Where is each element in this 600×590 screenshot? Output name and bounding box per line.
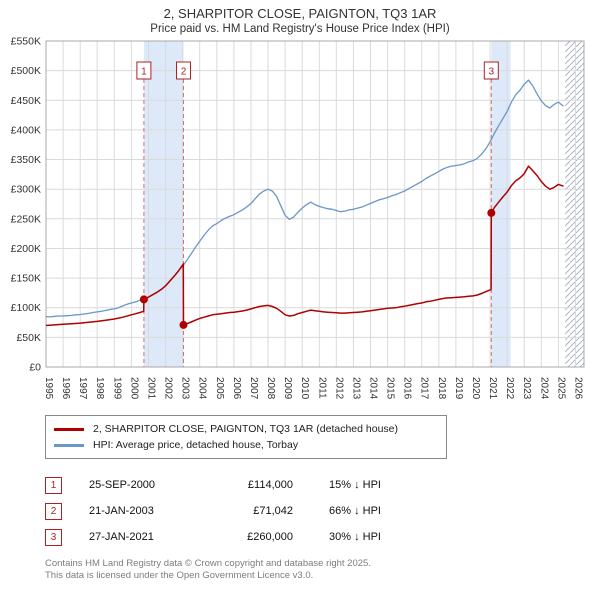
x-axis-label: 1997 (77, 377, 88, 400)
x-axis-label: 2005 (214, 377, 225, 400)
x-axis-label: 2002 (163, 377, 174, 400)
price-history-chart: 1 2 3 £0 £50K £100K £150K £200K £250K £300K £350K £… (11, 36, 585, 400)
transaction-price: £114,000 (247, 479, 293, 491)
y-axis-label: £150K (11, 273, 41, 285)
sale-label-number: 2 (181, 67, 187, 78)
transaction-vs-hpi: 30% ↓ HPI (329, 531, 381, 543)
transaction-vs-hpi: 66% ↓ HPI (329, 505, 381, 517)
x-axis-label: 2025 (555, 377, 566, 400)
transaction-vs-hpi: 15% ↓ HPI (329, 479, 381, 491)
x-axis-label: 2010 (299, 377, 310, 400)
y-axis-label: £500K (11, 65, 41, 77)
footer-line-1: Contains HM Land Registry data © Crown c… (45, 558, 371, 569)
x-axis-label: 1999 (111, 377, 122, 400)
x-axis-label: 2012 (333, 377, 344, 400)
y-axis-label: £250K (11, 213, 41, 225)
x-axis-label: 2019 (453, 377, 464, 400)
x-axis-label: 2004 (197, 377, 208, 400)
x-axis-label: 2015 (385, 377, 396, 400)
transaction-date: 25-SEP-2000 (89, 479, 156, 491)
y-axis-label: £0 (29, 362, 41, 374)
x-axis-label: 2000 (128, 377, 139, 400)
x-axis-label: 1996 (60, 377, 71, 400)
y-axis-label: £300K (11, 184, 41, 196)
x-axis-label: 2009 (282, 377, 293, 400)
x-axis-label: 2017 (419, 377, 430, 400)
y-axis-label: £350K (11, 154, 41, 166)
page-title: 2, SHARPITOR CLOSE, PAIGNTON, TQ3 1AR (163, 6, 437, 21)
x-axis-label: 2024 (538, 377, 549, 400)
x-axis-label: 2026 (573, 377, 584, 400)
transaction-date: 27-JAN-2021 (89, 531, 154, 543)
x-axis-label: 2008 (265, 377, 276, 400)
transaction-price: £260,000 (247, 531, 293, 543)
chart-legend: 2, SHARPITOR CLOSE, PAIGNTON, TQ3 1AR (d… (45, 415, 447, 459)
sale-label-box (176, 61, 191, 80)
table-row: 2 21-JAN-2003 £71,042 66% ↓ HPI (45, 498, 600, 524)
y-axis-label: £400K (11, 124, 41, 136)
transaction-date: 21-JAN-2003 (89, 505, 154, 517)
x-axis-label: 2020 (470, 377, 481, 400)
sale-marker (139, 295, 148, 304)
plot-border (45, 40, 585, 368)
sale-label-number: 1 (141, 67, 147, 78)
transaction-price: £71,042 (253, 505, 293, 517)
sale-label-box (136, 61, 152, 80)
sale-label-number: 3 (489, 67, 495, 78)
transaction-number-badge: 2 (45, 502, 62, 520)
legend-item-property: 2, SHARPITOR CLOSE, PAIGNTON, TQ3 1AR (d… (54, 421, 438, 437)
x-axis-label: 2014 (368, 377, 379, 400)
x-axis-label: 2006 (231, 377, 242, 400)
x-axis-label: 1998 (94, 377, 105, 400)
x-axis-label: 2018 (436, 377, 447, 400)
sale-marker (487, 208, 496, 217)
table-row: 1 25-SEP-2000 £114,000 15% ↓ HPI (45, 472, 600, 498)
footer-line-2: This data is licensed under the Open Gov… (45, 570, 314, 582)
hpi-line-swatch (54, 443, 84, 447)
y-axis-label: £200K (11, 243, 41, 255)
legend-label-property: 2, SHARPITOR CLOSE, PAIGNTON, TQ3 1AR (d… (93, 423, 399, 435)
transaction-number-badge: 1 (45, 476, 62, 494)
x-axis-label: 2011 (316, 377, 327, 399)
x-axis-label: 2007 (248, 377, 259, 400)
table-row: 3 27-JAN-2021 £260,000 30% ↓ HPI (45, 524, 600, 550)
shaded-band (491, 41, 511, 367)
hpi-series-line (45, 79, 564, 318)
x-axis-label: 2023 (521, 377, 532, 400)
page-subtitle: Price paid vs. HM Land Registry's House … (150, 23, 450, 35)
x-axis-label: 2022 (504, 377, 515, 400)
license-footer: Contains HM Land Registry data © Crown c… (45, 558, 600, 583)
x-axis-label: 2001 (146, 377, 157, 400)
property-series-line (45, 165, 564, 327)
y-axis-label: £450K (11, 95, 41, 107)
transaction-table: 1 25-SEP-2000 £114,000 15% ↓ HPI 2 21-JA… (45, 472, 600, 550)
future-hatch-region (565, 41, 584, 367)
x-axis-label: 2003 (180, 377, 191, 400)
y-axis-label: £50K (16, 332, 41, 344)
y-axis-label: £100K (11, 302, 41, 314)
legend-item-hpi: HPI: Average price, detached house, Torb… (54, 437, 438, 453)
y-axis-label: £550K (11, 36, 41, 48)
legend-label-hpi: HPI: Average price, detached house, Torb… (93, 439, 299, 451)
x-axis-label: 1995 (43, 377, 54, 400)
shaded-band (143, 41, 184, 367)
x-axis-label: 2021 (487, 377, 498, 400)
x-axis-label: 2016 (402, 377, 413, 400)
sale-label-box (483, 61, 499, 80)
x-axis-label: 2013 (350, 377, 361, 400)
sale-marker (179, 320, 188, 329)
property-line-swatch (54, 427, 84, 431)
transaction-number-badge: 3 (45, 528, 62, 546)
